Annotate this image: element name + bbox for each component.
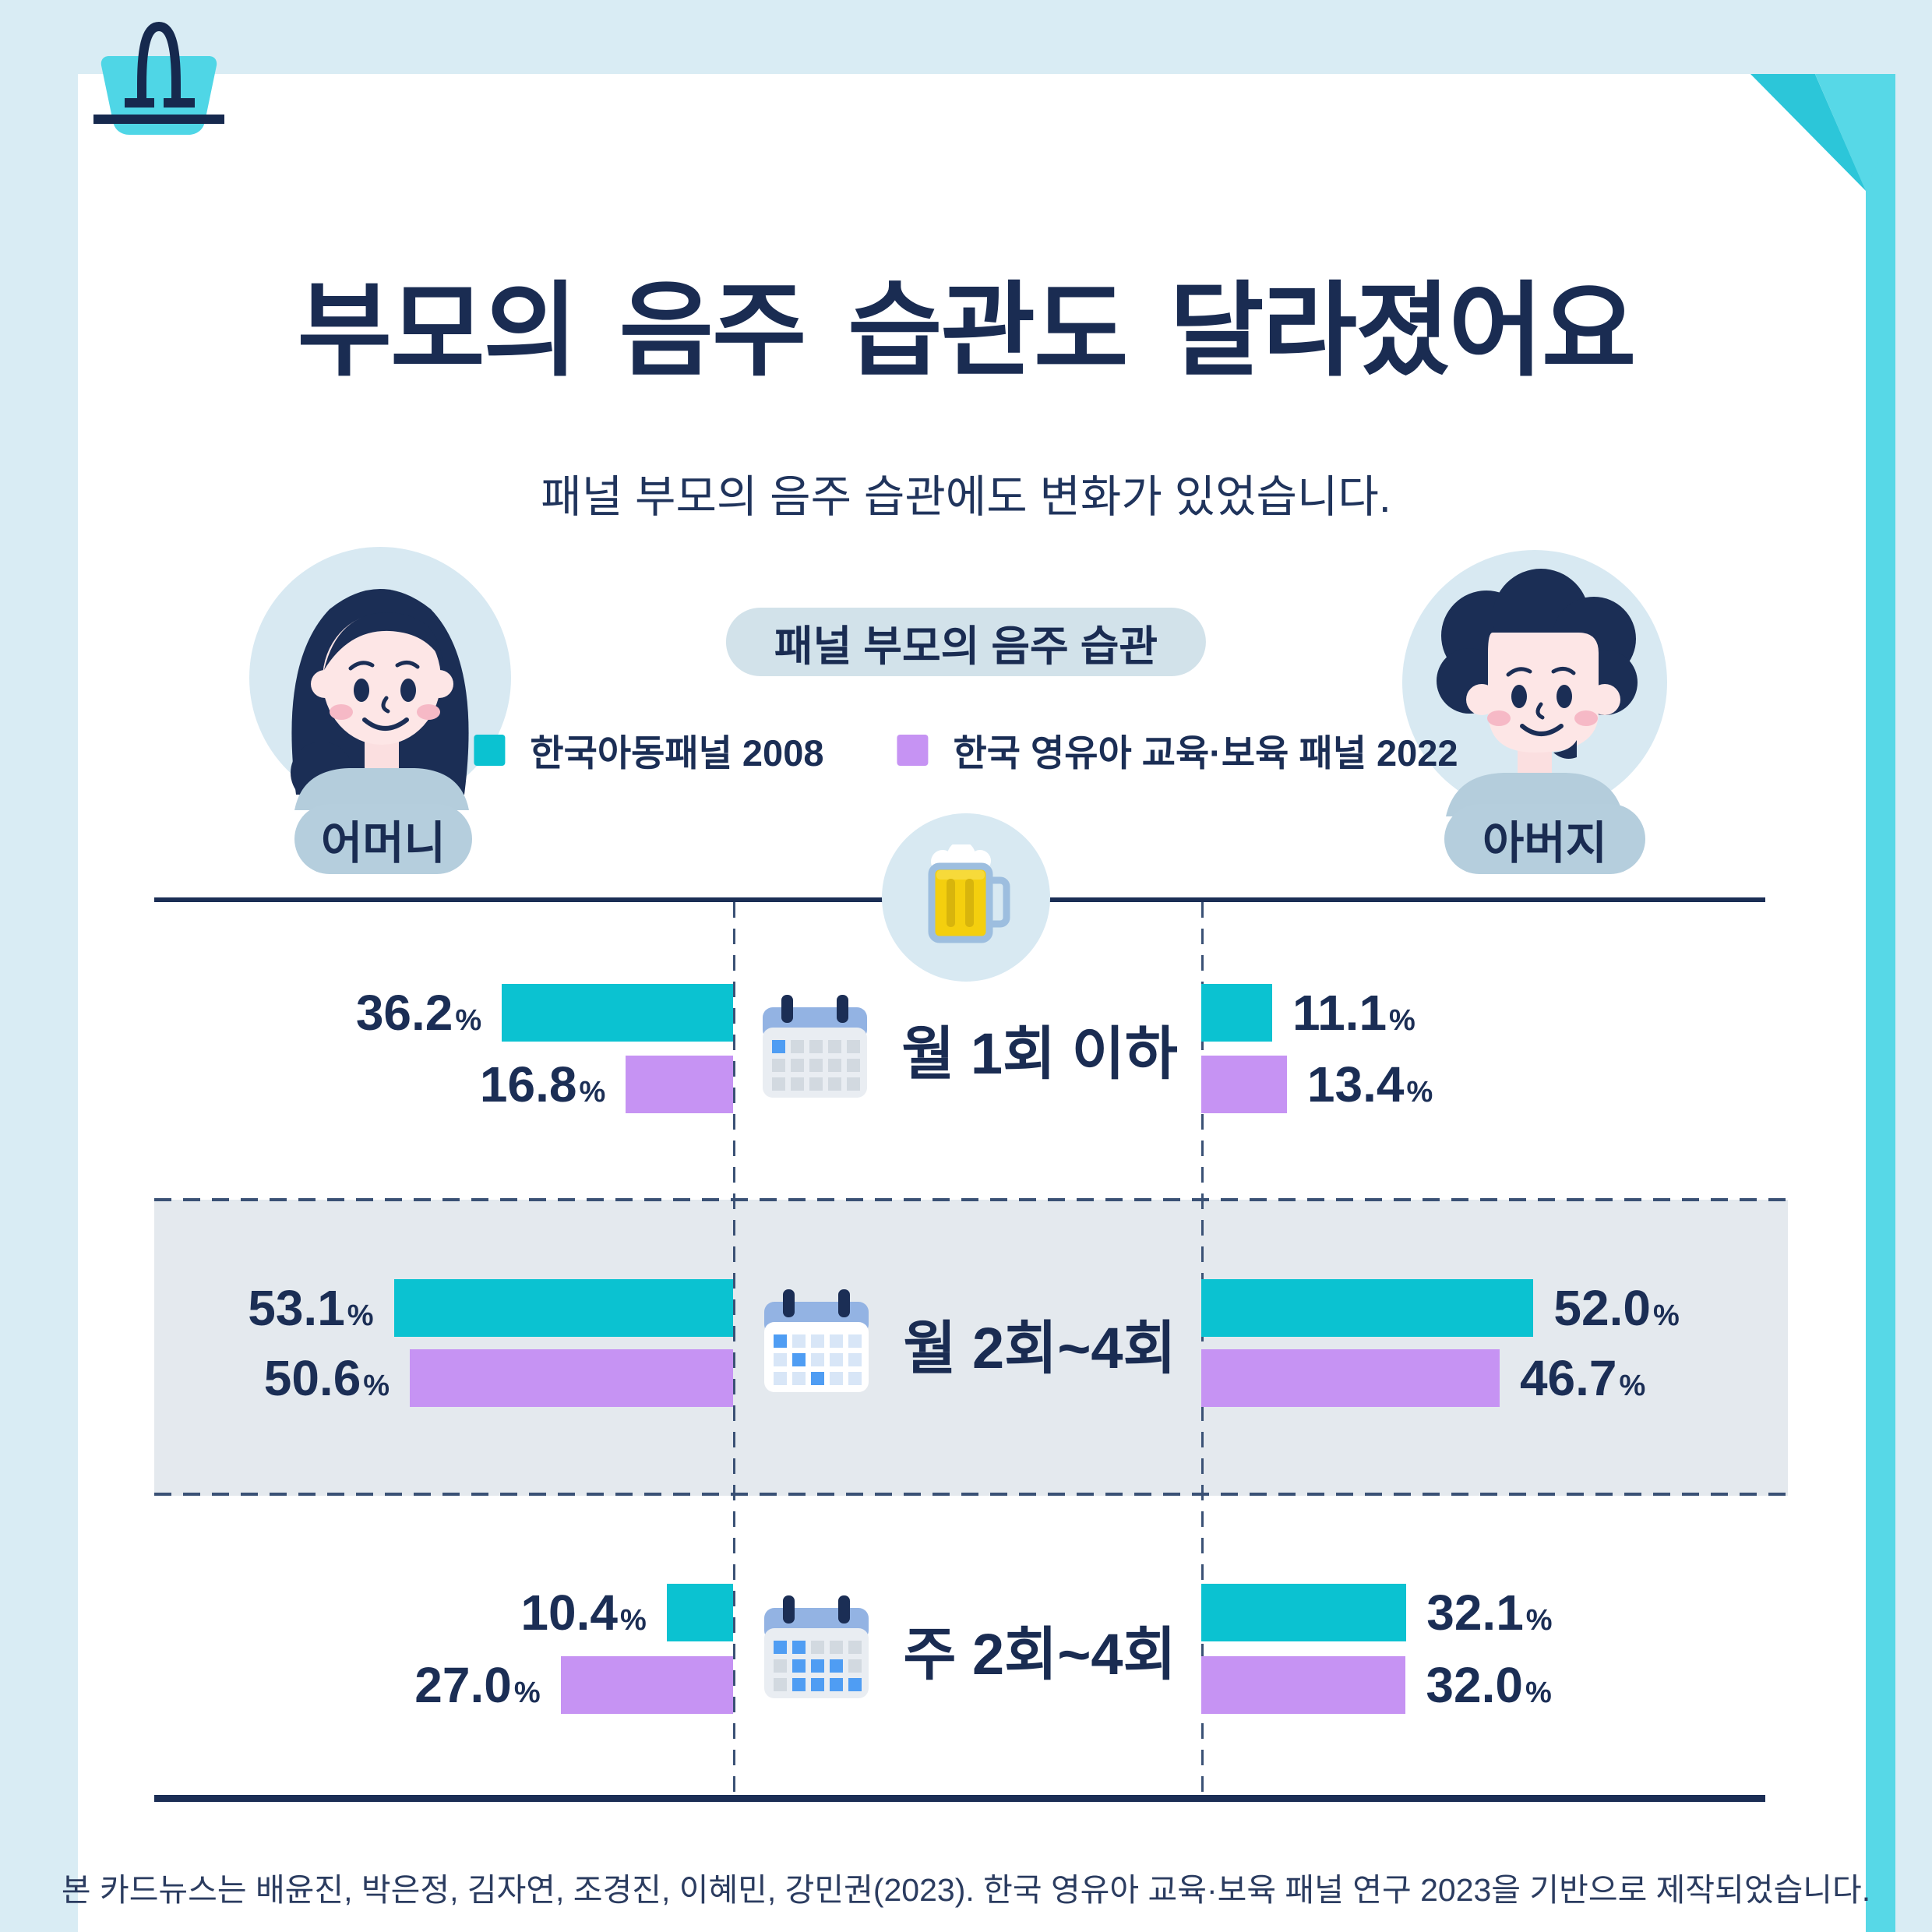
mother-label-pill: 어머니	[294, 804, 472, 874]
bar-mother-2022	[560, 1656, 733, 1714]
bar-row-father-2022: 32.0%	[1201, 1656, 1552, 1714]
chart-title-badge: 패널 부모의 음주 습관	[725, 608, 1207, 676]
value-label: 32.0%	[1426, 1657, 1552, 1713]
bar-row-mother-2008: 10.4%	[520, 1584, 733, 1641]
bar-row-father-2022: 13.4%	[1201, 1056, 1433, 1113]
category-label: 월 2회~4회	[903, 1315, 1176, 1380]
page-subtitle: 패널 부모의 음주 습관에도 변화가 있었습니다.	[541, 472, 1391, 522]
value-label: 53.1%	[248, 1280, 374, 1336]
value-label: 52.0%	[1553, 1280, 1680, 1336]
divider-right	[1201, 902, 1204, 1795]
bar-father-2008	[1201, 1584, 1407, 1641]
bar-row-mother-2022: 50.6%	[264, 1349, 733, 1407]
bar-mother-2008	[502, 984, 733, 1042]
bar-row-mother-2008: 36.2%	[356, 984, 733, 1042]
bar-father-2008	[1201, 984, 1273, 1042]
bar-mother-2022	[626, 1056, 733, 1113]
binder-clip-icon	[93, 21, 224, 135]
highlight-band-top-border	[154, 1198, 1788, 1201]
category-row-3: 주 2회~4회	[733, 1587, 1201, 1712]
beer-mug-icon	[928, 844, 1010, 943]
bar-mother-2008	[666, 1584, 733, 1641]
bar-mother-2008	[393, 1279, 733, 1337]
value-label: 10.4%	[520, 1585, 647, 1641]
category-row-2: 월 2회~4회	[733, 1281, 1201, 1405]
value-label: 16.8%	[479, 1056, 606, 1112]
paper-card	[78, 74, 1866, 1932]
legend-label-2008: 한국아동패널 2008	[530, 732, 824, 774]
category-label: 주 2회~4회	[903, 1621, 1176, 1687]
calendar-many-icon	[764, 1595, 869, 1698]
mother-label: 어머니	[320, 818, 446, 869]
legend-swatch-2022	[897, 734, 929, 766]
category-row-1: 월 1회 이하	[733, 986, 1201, 1111]
source-note: 본 카드뉴스는 배윤진, 박은정, 김자연, 조경진, 이혜민, 강민권(202…	[61, 1872, 1871, 1908]
bar-row-father-2022: 46.7%	[1201, 1349, 1645, 1407]
beer-medallion	[882, 813, 1050, 982]
value-label: 13.4%	[1306, 1056, 1433, 1112]
value-label: 46.7%	[1519, 1350, 1646, 1406]
father-label: 아버지	[1482, 818, 1608, 869]
bar-row-father-2008: 52.0%	[1201, 1279, 1680, 1337]
mother-avatar	[249, 547, 511, 810]
highlight-row-band	[154, 1200, 1788, 1496]
legend-label-2022: 한국 영유아 교육·보육 패널 2022	[953, 732, 1458, 774]
bar-row-mother-2022: 16.8%	[480, 1056, 733, 1113]
page-title: 부모의 음주 습관도 달라졌어요	[297, 273, 1637, 388]
bar-row-mother-2008: 53.1%	[248, 1279, 733, 1337]
value-label: 27.0%	[414, 1657, 541, 1713]
bar-row-mother-2022: 27.0%	[414, 1656, 733, 1714]
bar-father-2008	[1201, 1279, 1534, 1337]
divider-left	[733, 902, 735, 1795]
father-label-pill: 아버지	[1444, 804, 1645, 874]
bar-father-2022	[1201, 1349, 1500, 1407]
bar-row-father-2008: 32.1%	[1201, 1584, 1553, 1641]
bar-father-2022	[1201, 1656, 1406, 1714]
legend: 한국아동패널 2008 한국 영유아 교육·보육 패널 2022	[474, 723, 1458, 777]
bar-row-father-2008: 11.1%	[1201, 984, 1416, 1042]
value-label: 50.6%	[263, 1350, 390, 1406]
calendar-some-icon	[764, 1289, 869, 1392]
bar-father-2022	[1201, 1056, 1287, 1113]
bar-mother-2022	[410, 1349, 733, 1407]
side-ribbon	[1866, 74, 1895, 1932]
value-label: 11.1%	[1292, 985, 1416, 1041]
category-label: 월 1회 이하	[901, 1021, 1178, 1086]
highlight-band-bottom-border	[154, 1493, 1788, 1496]
value-label: 36.2%	[355, 985, 482, 1041]
calendar-few-icon	[763, 995, 868, 1098]
value-label: 32.1%	[1426, 1585, 1553, 1641]
legend-swatch-2008	[474, 734, 506, 766]
chart-bottom-rule	[154, 1795, 1765, 1802]
